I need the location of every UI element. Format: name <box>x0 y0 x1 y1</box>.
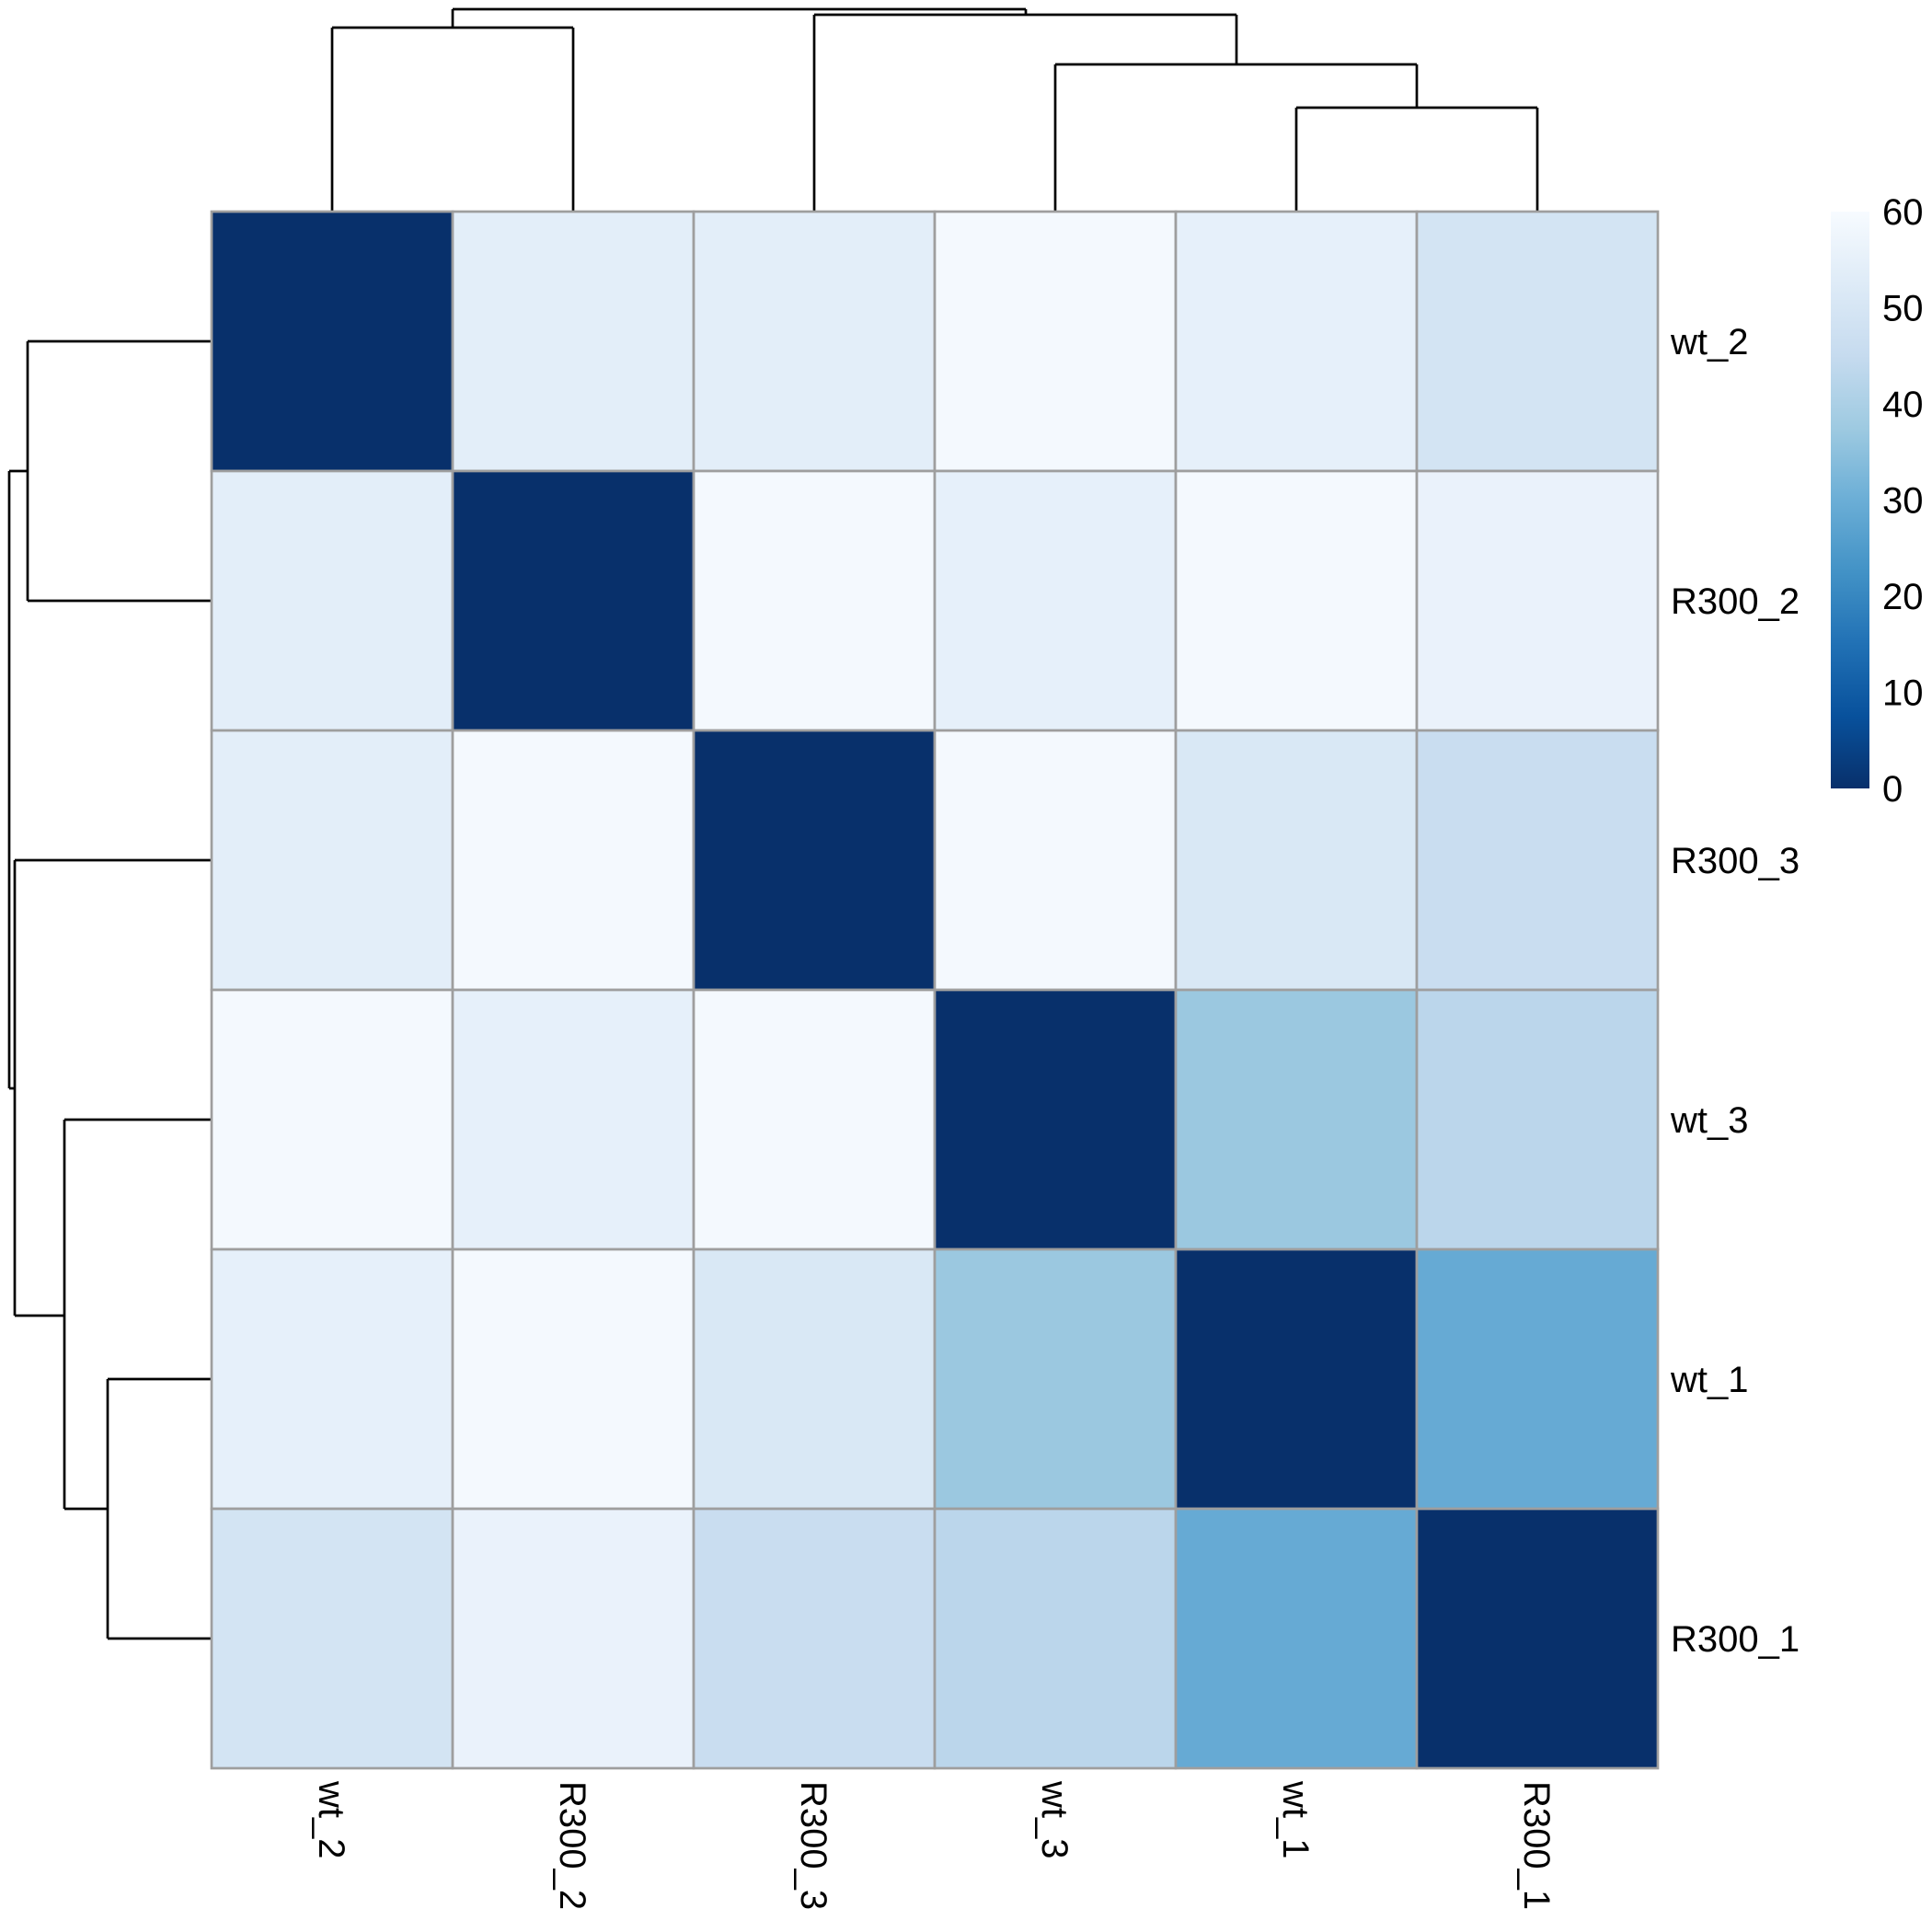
heatmap-cell-R300_3-R300_2 <box>451 729 696 992</box>
col-label-wt_1: wt_1 <box>1275 1780 1316 1859</box>
heatmap-cell-R300_3-wt_3 <box>933 729 1178 992</box>
heatmap-cell-R300_2-wt_3 <box>933 469 1178 732</box>
row-label-wt_1: wt_1 <box>1670 1360 1749 1400</box>
legend-tick-label: 0 <box>1882 769 1903 810</box>
heatmap-cell-wt_1-wt_1 <box>1174 1248 1419 1511</box>
legend-tick-label: 40 <box>1882 385 1924 425</box>
heatmap-cells <box>210 210 1660 1770</box>
heatmap-cell-wt_2-wt_1 <box>1174 210 1419 473</box>
heatmap-cell-wt_2-R300_2 <box>451 210 696 473</box>
heatmap-cell-R300_1-wt_2 <box>210 1507 454 1770</box>
heatmap-cell-R300_2-wt_2 <box>210 469 454 732</box>
row-dendrogram <box>7 339 212 1640</box>
heatmap-cell-wt_3-wt_3 <box>933 988 1178 1251</box>
row-label-R300_2: R300_2 <box>1671 581 1800 622</box>
heatmap-cell-R300_2-wt_1 <box>1174 469 1419 732</box>
heatmap-cell-wt_2-wt_2 <box>210 210 454 473</box>
row-label-wt_2: wt_2 <box>1670 322 1749 362</box>
heatmap-cell-R300_1-R300_2 <box>451 1507 696 1770</box>
row-label-wt_3: wt_3 <box>1670 1100 1749 1141</box>
heatmap-cell-wt_1-R300_1 <box>1415 1248 1660 1511</box>
legend-tick-label: 10 <box>1882 673 1924 714</box>
color-legend: 60 50 40 30 20 10 0 <box>1831 192 1924 810</box>
col-label-R300_1: R300_1 <box>1516 1781 1557 1910</box>
color-legend-ticks: 60 50 40 30 20 10 0 <box>1882 192 1924 810</box>
column-labels: wt_2 R300_2 R300_3 wt_3 wt_1 R300_1 <box>311 1780 1557 1910</box>
heatmap-cell-wt_3-R300_2 <box>451 988 696 1251</box>
heatmap-cell-R300_1-R300_3 <box>692 1507 937 1770</box>
heatmap-cell-wt_1-R300_3 <box>692 1248 937 1511</box>
heatmap-cell-R300_2-R300_2 <box>451 469 696 732</box>
col-label-R300_2: R300_2 <box>552 1781 592 1910</box>
row-labels: wt_2 R300_2 R300_3 wt_3 wt_1 R300_1 <box>1670 322 1800 1660</box>
heatmap-cell-R300_1-wt_1 <box>1174 1507 1419 1770</box>
heatmap-cell-R300_2-R300_3 <box>692 469 937 732</box>
color-legend-bar <box>1831 212 1869 788</box>
heatmap-cell-R300_2-R300_1 <box>1415 469 1660 732</box>
heatmap-cell-wt_3-R300_1 <box>1415 988 1660 1251</box>
legend-tick-label: 60 <box>1882 192 1924 233</box>
legend-tick-label: 50 <box>1882 289 1924 329</box>
legend-tick-label: 20 <box>1882 577 1924 617</box>
heatmap-cell-wt_1-wt_3 <box>933 1248 1178 1511</box>
heatmap-cell-wt_3-R300_3 <box>692 988 937 1251</box>
col-label-R300_3: R300_3 <box>793 1781 834 1910</box>
heatmap-cell-R300_3-wt_2 <box>210 729 454 992</box>
heatmap-cell-wt_1-R300_2 <box>451 1248 696 1511</box>
heatmap-cell-R300_3-wt_1 <box>1174 729 1419 992</box>
heatmap-cell-R300_1-R300_1 <box>1415 1507 1660 1770</box>
heatmap-cell-wt_2-wt_3 <box>933 210 1178 473</box>
heatmap-cell-R300_3-R300_1 <box>1415 729 1660 992</box>
col-label-wt_2: wt_2 <box>311 1780 351 1859</box>
legend-tick-label: 30 <box>1882 481 1924 522</box>
heatmap-cell-R300_1-wt_3 <box>933 1507 1178 1770</box>
row-label-R300_1: R300_1 <box>1671 1619 1800 1660</box>
heatmap-cell-wt_2-R300_3 <box>692 210 937 473</box>
heatmap-cell-wt_1-wt_2 <box>210 1248 454 1511</box>
heatmap-cell-wt_2-R300_1 <box>1415 210 1660 473</box>
heatmap-cell-wt_3-wt_2 <box>210 988 454 1251</box>
heatmap-cell-R300_3-R300_3 <box>692 729 937 992</box>
col-label-wt_3: wt_3 <box>1034 1780 1075 1859</box>
column-dendrogram <box>330 7 1539 212</box>
row-label-R300_3: R300_3 <box>1671 841 1800 881</box>
heatmap-cell-wt_3-wt_1 <box>1174 988 1419 1251</box>
